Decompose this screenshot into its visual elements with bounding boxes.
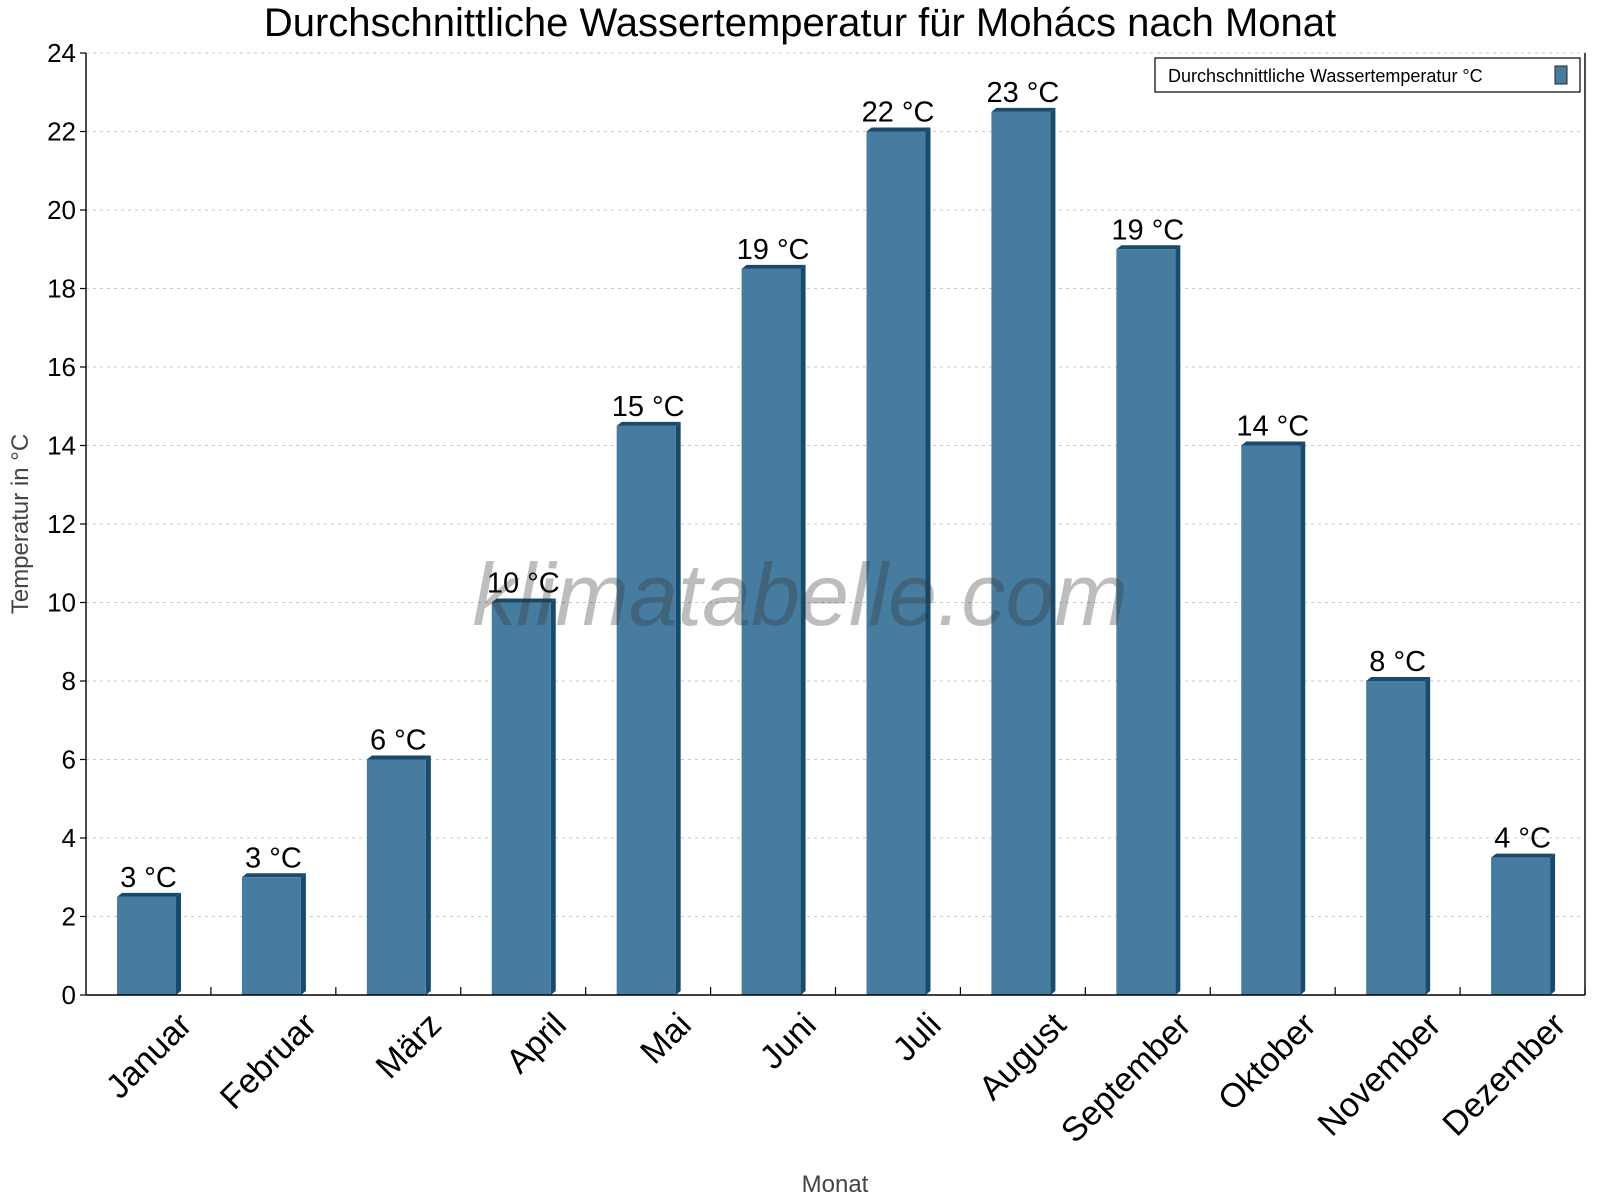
bar-side <box>550 598 556 995</box>
bar-top <box>241 873 306 878</box>
x-tick-label: Oktober <box>1211 1006 1323 1118</box>
bar-side <box>176 892 181 995</box>
bar-top <box>991 107 1056 112</box>
legend-swatch <box>1554 65 1568 85</box>
x-tick-label: November <box>1311 1006 1449 1144</box>
data-label: 3 °C <box>120 862 177 894</box>
y-tick-label: 6 <box>62 745 76 775</box>
x-tick-label: April <box>499 1006 574 1081</box>
data-label: 14 °C <box>1236 411 1309 443</box>
data-label: 23 °C <box>986 77 1059 109</box>
bar-top <box>117 892 181 897</box>
x-axis-label: Monat <box>802 1171 869 1198</box>
bar <box>741 268 801 995</box>
x-tick-label: Dezember <box>1435 1006 1573 1144</box>
y-tick-label: 10 <box>47 588 76 618</box>
bar-side <box>1300 441 1306 995</box>
y-tick-label: 8 <box>62 666 76 696</box>
legend: Durchschnittliche Wassertemperatur °C <box>1154 57 1581 93</box>
bar <box>616 425 676 995</box>
bar-top <box>1116 245 1181 250</box>
bar-top <box>741 264 806 269</box>
bar <box>117 896 176 995</box>
bar-side <box>925 127 931 995</box>
y-tick-label: 2 <box>62 902 76 932</box>
bar-side <box>1425 677 1431 995</box>
x-tick-label: Februar <box>213 1006 324 1117</box>
data-label: 19 °C <box>737 234 810 266</box>
x-tick-label: Januar <box>99 1006 199 1106</box>
bar <box>991 111 1051 995</box>
bar-side <box>800 264 806 995</box>
bar <box>866 131 926 995</box>
x-tick-label: Mai <box>633 1006 699 1072</box>
data-label: 3 °C <box>245 842 302 874</box>
bar-top <box>866 127 931 132</box>
legend-label: Durchschnittliche Wassertemperatur °C <box>1168 66 1483 86</box>
y-tick-label: 24 <box>47 38 76 68</box>
bar <box>1116 249 1176 995</box>
y-tick-label: 22 <box>47 117 76 147</box>
bar <box>241 877 301 995</box>
bar-side <box>425 755 431 995</box>
data-label: 15 °C <box>612 391 685 423</box>
bar-side <box>1175 245 1181 995</box>
bar-top <box>366 755 431 760</box>
y-tick-label: 18 <box>47 274 76 304</box>
y-axis-label: Temperatur in °C <box>7 434 34 614</box>
bar-top <box>1491 853 1556 858</box>
watermark: klimatabelle.com <box>472 545 1127 644</box>
x-tick-label: August <box>972 1005 1074 1107</box>
data-label: 22 °C <box>862 97 935 129</box>
bar <box>1366 681 1426 995</box>
bar <box>491 602 551 995</box>
bar-side <box>300 873 306 995</box>
bar <box>366 759 426 995</box>
bar <box>1491 857 1551 995</box>
y-tick-label: 20 <box>47 195 76 225</box>
bar-side <box>1050 107 1056 995</box>
bar-top <box>1241 441 1306 446</box>
data-label: 4 °C <box>1494 823 1551 855</box>
x-tick-label: Juni <box>753 1006 824 1077</box>
data-label: 6 °C <box>370 725 427 757</box>
y-tick-label: 12 <box>47 509 76 539</box>
y-tick-label: 4 <box>62 823 76 853</box>
bar-side <box>1550 853 1556 995</box>
y-tick-label: 0 <box>62 980 76 1010</box>
bar-top <box>491 598 556 603</box>
bar <box>1241 445 1301 995</box>
x-tick-label: September <box>1054 1006 1198 1150</box>
data-label: 8 °C <box>1369 646 1426 678</box>
chart-title: Durchschnittliche Wassertemperatur für M… <box>264 1 1336 45</box>
bar-top <box>616 421 681 426</box>
y-tick-label: 14 <box>47 431 76 461</box>
x-tick-label: Juli <box>886 1006 949 1069</box>
data-label: 19 °C <box>1111 214 1184 246</box>
x-tick-label: März <box>369 1006 449 1086</box>
bar-top <box>1366 677 1431 681</box>
data-label: 10 °C <box>487 568 560 600</box>
bar-side <box>675 421 681 995</box>
y-tick-label: 16 <box>47 352 76 382</box>
